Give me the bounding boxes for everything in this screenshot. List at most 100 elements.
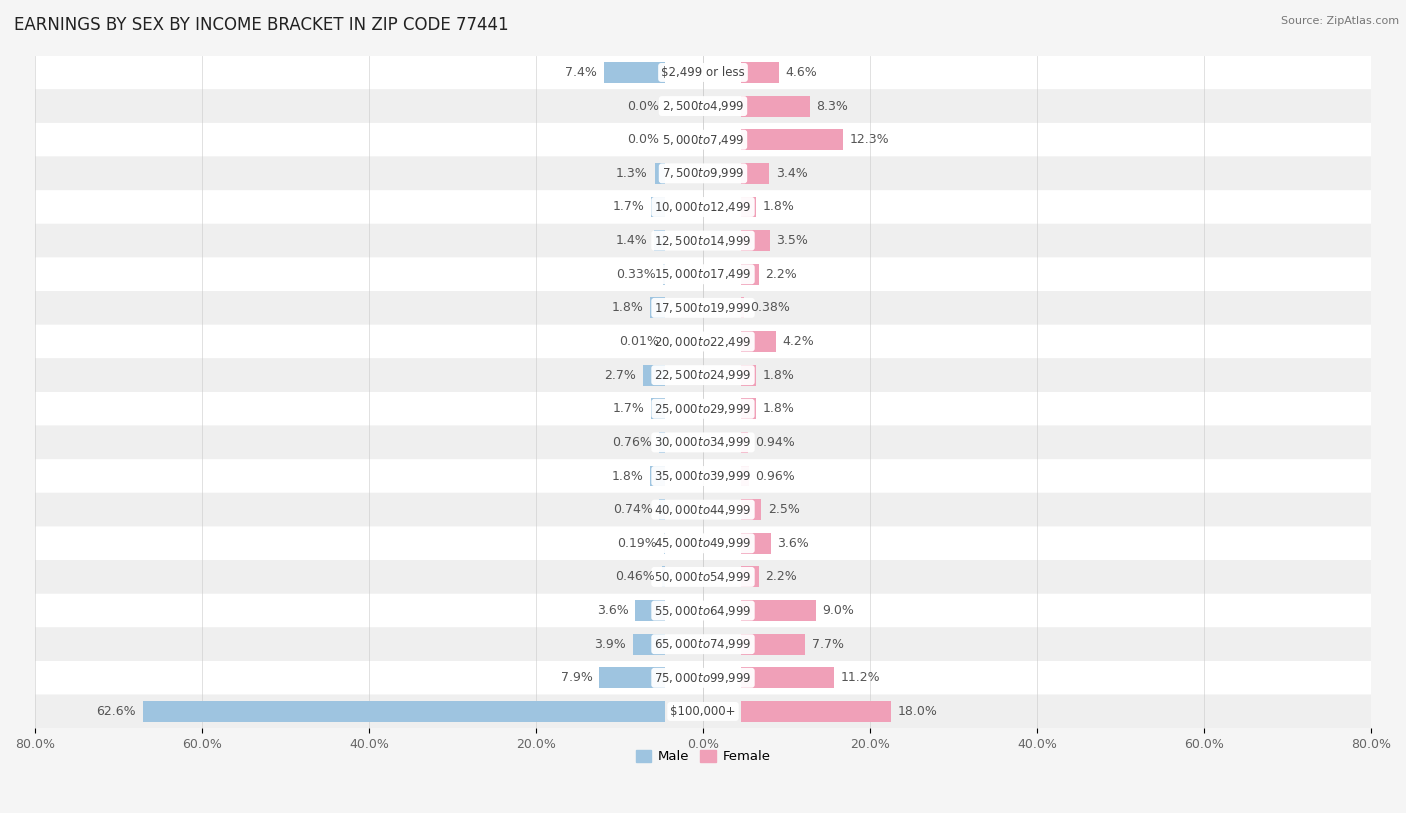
FancyBboxPatch shape xyxy=(35,157,1371,190)
Text: $55,000 to $64,999: $55,000 to $64,999 xyxy=(654,603,752,618)
FancyBboxPatch shape xyxy=(35,291,1371,324)
Text: $45,000 to $49,999: $45,000 to $49,999 xyxy=(654,537,752,550)
Text: $10,000 to $12,499: $10,000 to $12,499 xyxy=(654,200,752,214)
Bar xyxy=(741,466,748,486)
Bar xyxy=(651,298,665,319)
Text: 1.8%: 1.8% xyxy=(612,302,644,315)
Bar xyxy=(741,264,759,285)
Text: 3.5%: 3.5% xyxy=(776,234,808,247)
Text: 0.76%: 0.76% xyxy=(613,436,652,449)
Text: $22,500 to $24,999: $22,500 to $24,999 xyxy=(654,368,752,382)
FancyBboxPatch shape xyxy=(35,527,1371,560)
Text: 3.6%: 3.6% xyxy=(778,537,808,550)
Text: 1.7%: 1.7% xyxy=(613,201,644,214)
Bar xyxy=(741,365,755,385)
Text: 7.9%: 7.9% xyxy=(561,672,593,685)
Text: 11.2%: 11.2% xyxy=(841,672,880,685)
Bar xyxy=(662,264,665,285)
Legend: Male, Female: Male, Female xyxy=(630,745,776,769)
Text: 2.7%: 2.7% xyxy=(605,368,636,381)
Text: $15,000 to $17,499: $15,000 to $17,499 xyxy=(654,267,752,281)
Text: 3.4%: 3.4% xyxy=(776,167,807,180)
Bar xyxy=(741,96,810,116)
Bar xyxy=(664,533,665,554)
Bar xyxy=(655,163,665,184)
Text: 0.0%: 0.0% xyxy=(627,100,659,112)
Bar xyxy=(741,600,815,621)
Bar xyxy=(603,62,665,83)
Bar xyxy=(741,701,891,722)
Bar xyxy=(662,567,665,587)
Text: 0.46%: 0.46% xyxy=(616,571,655,584)
Text: 12.3%: 12.3% xyxy=(851,133,890,146)
Bar xyxy=(741,298,744,319)
Bar xyxy=(741,432,748,453)
Text: 2.2%: 2.2% xyxy=(766,267,797,280)
Bar xyxy=(741,398,755,420)
Text: 7.4%: 7.4% xyxy=(565,66,598,79)
Text: 2.5%: 2.5% xyxy=(768,503,800,516)
Text: 1.8%: 1.8% xyxy=(612,470,644,483)
Text: 3.9%: 3.9% xyxy=(595,637,626,650)
Text: 3.6%: 3.6% xyxy=(598,604,628,617)
Text: Source: ZipAtlas.com: Source: ZipAtlas.com xyxy=(1281,16,1399,26)
Bar xyxy=(599,667,665,689)
FancyBboxPatch shape xyxy=(35,661,1371,694)
Bar xyxy=(741,634,804,654)
Text: $25,000 to $29,999: $25,000 to $29,999 xyxy=(654,402,752,415)
Bar xyxy=(741,129,844,150)
Text: $50,000 to $54,999: $50,000 to $54,999 xyxy=(654,570,752,584)
FancyBboxPatch shape xyxy=(35,89,1371,123)
FancyBboxPatch shape xyxy=(35,493,1371,527)
Text: 0.0%: 0.0% xyxy=(627,133,659,146)
FancyBboxPatch shape xyxy=(35,224,1371,258)
Text: 0.74%: 0.74% xyxy=(613,503,652,516)
Bar xyxy=(143,701,665,722)
Bar xyxy=(741,163,769,184)
Text: 7.7%: 7.7% xyxy=(811,637,844,650)
Bar xyxy=(741,533,770,554)
Bar xyxy=(741,499,762,520)
Text: 1.8%: 1.8% xyxy=(762,201,794,214)
Text: 0.19%: 0.19% xyxy=(617,537,657,550)
Bar xyxy=(741,667,834,689)
FancyBboxPatch shape xyxy=(35,628,1371,661)
Bar xyxy=(741,331,776,352)
Text: 1.4%: 1.4% xyxy=(616,234,647,247)
Text: $20,000 to $22,499: $20,000 to $22,499 xyxy=(654,334,752,349)
Text: 0.94%: 0.94% xyxy=(755,436,794,449)
Text: 4.6%: 4.6% xyxy=(786,66,817,79)
Text: $40,000 to $44,999: $40,000 to $44,999 xyxy=(654,502,752,516)
Text: 8.3%: 8.3% xyxy=(817,100,848,112)
Text: $17,500 to $19,999: $17,500 to $19,999 xyxy=(654,301,752,315)
Bar xyxy=(636,600,665,621)
Bar xyxy=(659,432,665,453)
Text: 0.38%: 0.38% xyxy=(751,302,790,315)
Bar xyxy=(741,230,770,251)
FancyBboxPatch shape xyxy=(35,123,1371,157)
Bar xyxy=(654,230,665,251)
Bar xyxy=(741,197,755,217)
Text: 0.01%: 0.01% xyxy=(619,335,658,348)
Text: $7,500 to $9,999: $7,500 to $9,999 xyxy=(662,167,744,180)
Text: 0.96%: 0.96% xyxy=(755,470,794,483)
Text: $75,000 to $99,999: $75,000 to $99,999 xyxy=(654,671,752,685)
Bar xyxy=(643,365,665,385)
Bar xyxy=(651,398,665,420)
Text: 18.0%: 18.0% xyxy=(897,705,938,718)
Text: 4.2%: 4.2% xyxy=(782,335,814,348)
Text: 1.7%: 1.7% xyxy=(613,402,644,415)
FancyBboxPatch shape xyxy=(35,258,1371,291)
Bar xyxy=(659,499,665,520)
Text: EARNINGS BY SEX BY INCOME BRACKET IN ZIP CODE 77441: EARNINGS BY SEX BY INCOME BRACKET IN ZIP… xyxy=(14,16,509,34)
Bar xyxy=(741,567,759,587)
FancyBboxPatch shape xyxy=(35,593,1371,628)
Text: $100,000+: $100,000+ xyxy=(671,705,735,718)
Bar xyxy=(633,634,665,654)
FancyBboxPatch shape xyxy=(35,694,1371,728)
Bar xyxy=(651,466,665,486)
FancyBboxPatch shape xyxy=(35,392,1371,425)
Text: $2,499 or less: $2,499 or less xyxy=(661,66,745,79)
Text: 9.0%: 9.0% xyxy=(823,604,855,617)
FancyBboxPatch shape xyxy=(35,359,1371,392)
